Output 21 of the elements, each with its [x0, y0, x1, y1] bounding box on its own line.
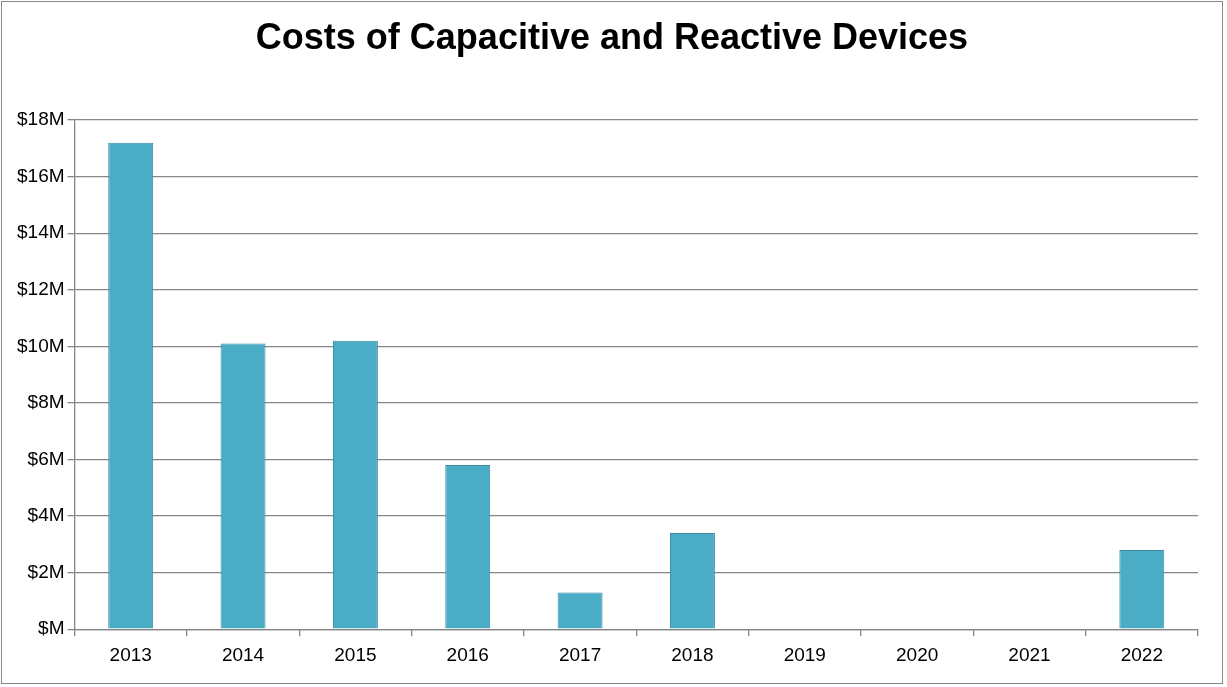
- x-tick-label: 2016: [446, 643, 489, 665]
- y-tick-label: $10M: [17, 334, 65, 356]
- x-tick-label: 2019: [783, 643, 826, 665]
- x-tick-label: 2018: [671, 643, 714, 665]
- x-tick-label: 2015: [334, 643, 377, 665]
- x-tick-label: 2022: [1120, 643, 1163, 665]
- x-tick-label: 2014: [221, 643, 265, 665]
- x-tick-label: 2020: [895, 643, 939, 665]
- y-tick-label: $8M: [27, 391, 65, 413]
- y-tick-label: $14M: [17, 221, 65, 243]
- x-tick-label: 2017: [558, 643, 602, 665]
- y-tick-label: $M: [38, 617, 65, 639]
- y-tick-label: $16M: [17, 164, 65, 186]
- y-tick-label: $2M: [27, 560, 65, 582]
- y-tick-label: $12M: [17, 277, 65, 299]
- y-tick-label: $18M: [17, 108, 65, 130]
- chart-title: Costs of Capacitive and Reactive Devices: [254, 16, 970, 58]
- x-tick-label: 2013: [109, 643, 152, 665]
- y-tick-label: $6M: [27, 447, 65, 469]
- y-tick-label: $4M: [27, 504, 65, 526]
- x-tick-label: 2021: [1008, 643, 1051, 665]
